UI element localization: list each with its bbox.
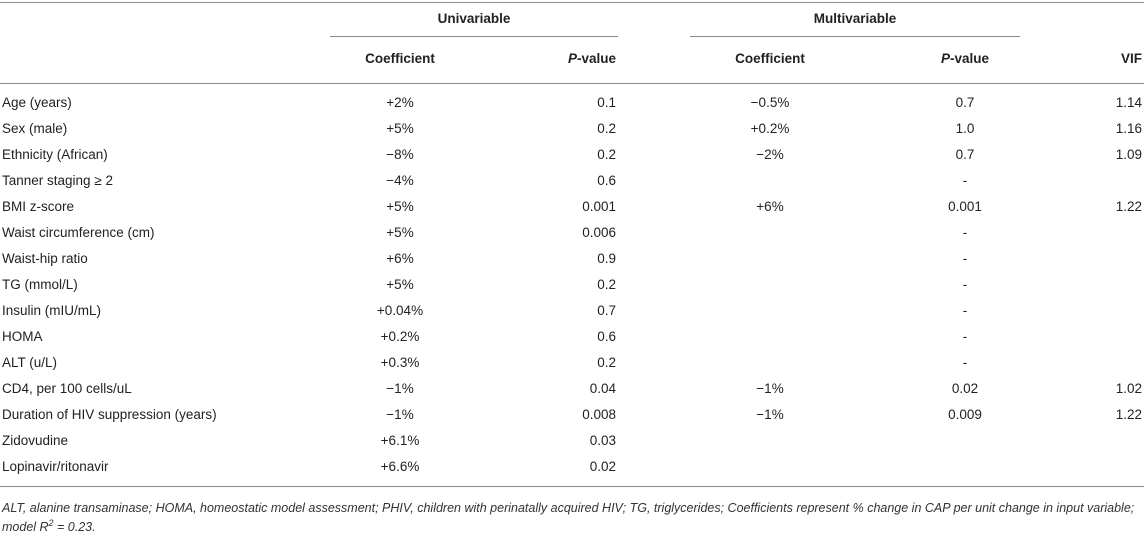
uni-coefficient: +6% <box>332 251 468 267</box>
row-label: HOMA <box>2 329 43 345</box>
uni-pvalue: 0.1 <box>536 95 616 111</box>
uni-coefficient: −1% <box>332 407 468 423</box>
uni-coefficient: −8% <box>332 147 468 163</box>
table-footnote: ALT, alanine transaminase; HOMA, homeost… <box>2 499 1140 537</box>
multi-pvalue: - <box>900 173 1030 189</box>
row-label: Duration of HIV suppression (years) <box>2 407 217 423</box>
multi-pvalue: 0.001 <box>900 199 1030 215</box>
group-header-univariable: Univariable <box>330 11 618 27</box>
vif-value: 1.14 <box>1070 95 1142 111</box>
column-header-multi-coefficient: Coefficient <box>705 51 835 67</box>
row-label: Waist circumference (cm) <box>2 225 155 241</box>
multi-coefficient: −1% <box>705 381 835 397</box>
row-label: TG (mmol/L) <box>2 277 78 293</box>
multi-pvalue: 0.009 <box>900 407 1030 423</box>
p-italic: P <box>941 51 950 66</box>
uni-pvalue: 0.02 <box>536 459 616 475</box>
multi-pvalue: 0.7 <box>900 147 1030 163</box>
row-label: Tanner staging ≥ 2 <box>2 173 113 189</box>
row-label: Ethnicity (African) <box>2 147 108 163</box>
column-header-vif: VIF <box>1070 51 1142 67</box>
uni-coefficient: −4% <box>332 173 468 189</box>
uni-pvalue: 0.6 <box>536 173 616 189</box>
column-header-uni-pvalue: P-value <box>536 51 616 67</box>
footnote-tail: = 0.23. <box>54 520 96 534</box>
vif-value: 1.22 <box>1070 199 1142 215</box>
multi-pvalue: - <box>900 277 1030 293</box>
uni-coefficient: +5% <box>332 121 468 137</box>
multi-coefficient: +6% <box>705 199 835 215</box>
multivariable-group-rule <box>690 36 1020 37</box>
uni-coefficient: +2% <box>332 95 468 111</box>
uni-pvalue: 0.7 <box>536 303 616 319</box>
uni-coefficient: −1% <box>332 381 468 397</box>
multi-coefficient: −1% <box>705 407 835 423</box>
uni-coefficient: +5% <box>332 225 468 241</box>
uni-coefficient: +0.2% <box>332 329 468 345</box>
uni-pvalue: 0.2 <box>536 121 616 137</box>
p-italic: P <box>568 51 577 66</box>
footnote-text: ALT, alanine transaminase; HOMA, homeost… <box>2 501 1134 534</box>
multi-coefficient: −0.5% <box>705 95 835 111</box>
multi-pvalue: - <box>900 303 1030 319</box>
uni-coefficient: +6.1% <box>332 433 468 449</box>
row-label: CD4, per 100 cells/uL <box>2 381 132 397</box>
multi-pvalue: - <box>900 329 1030 345</box>
vif-value: 1.22 <box>1070 407 1142 423</box>
multi-coefficient: +0.2% <box>705 121 835 137</box>
multi-pvalue: - <box>900 251 1030 267</box>
uni-pvalue: 0.03 <box>536 433 616 449</box>
uni-coefficient: +6.6% <box>332 459 468 475</box>
multi-coefficient: −2% <box>705 147 835 163</box>
vif-value: 1.02 <box>1070 381 1142 397</box>
multi-pvalue: - <box>900 355 1030 371</box>
multi-pvalue: - <box>900 225 1030 241</box>
pvalue-suffix: -value <box>577 51 616 66</box>
row-label: BMI z-score <box>2 199 74 215</box>
uni-pvalue: 0.001 <box>536 199 616 215</box>
uni-pvalue: 0.9 <box>536 251 616 267</box>
row-label: Sex (male) <box>2 121 67 137</box>
vif-value: 1.16 <box>1070 121 1142 137</box>
uni-pvalue: 0.2 <box>536 277 616 293</box>
vif-value: 1.09 <box>1070 147 1142 163</box>
row-label: Zidovudine <box>2 433 68 449</box>
column-header-uni-coefficient: Coefficient <box>332 51 468 67</box>
row-label: ALT (u/L) <box>2 355 57 371</box>
uni-coefficient: +0.3% <box>332 355 468 371</box>
univariable-group-rule <box>330 36 618 37</box>
uni-pvalue: 0.006 <box>536 225 616 241</box>
row-label: Waist-hip ratio <box>2 251 88 267</box>
uni-pvalue: 0.04 <box>536 381 616 397</box>
uni-coefficient: +0.04% <box>332 303 468 319</box>
pvalue-suffix: -value <box>950 51 989 66</box>
uni-pvalue: 0.2 <box>536 147 616 163</box>
row-label: Insulin (mIU/mL) <box>2 303 101 319</box>
uni-pvalue: 0.2 <box>536 355 616 371</box>
uni-coefficient: +5% <box>332 277 468 293</box>
column-header-multi-pvalue: P-value <box>900 51 1030 67</box>
uni-pvalue: 0.6 <box>536 329 616 345</box>
row-label: Age (years) <box>2 95 72 111</box>
table-bottom-rule <box>0 486 1144 487</box>
uni-pvalue: 0.008 <box>536 407 616 423</box>
header-bottom-rule <box>0 83 1144 84</box>
uni-coefficient: +5% <box>332 199 468 215</box>
multi-pvalue: 0.02 <box>900 381 1030 397</box>
row-label: Lopinavir/ritonavir <box>2 459 109 475</box>
table-top-rule <box>0 2 1144 3</box>
multi-pvalue: 0.7 <box>900 95 1030 111</box>
multi-pvalue: 1.0 <box>900 121 1030 137</box>
group-header-multivariable: Multivariable <box>690 11 1020 27</box>
